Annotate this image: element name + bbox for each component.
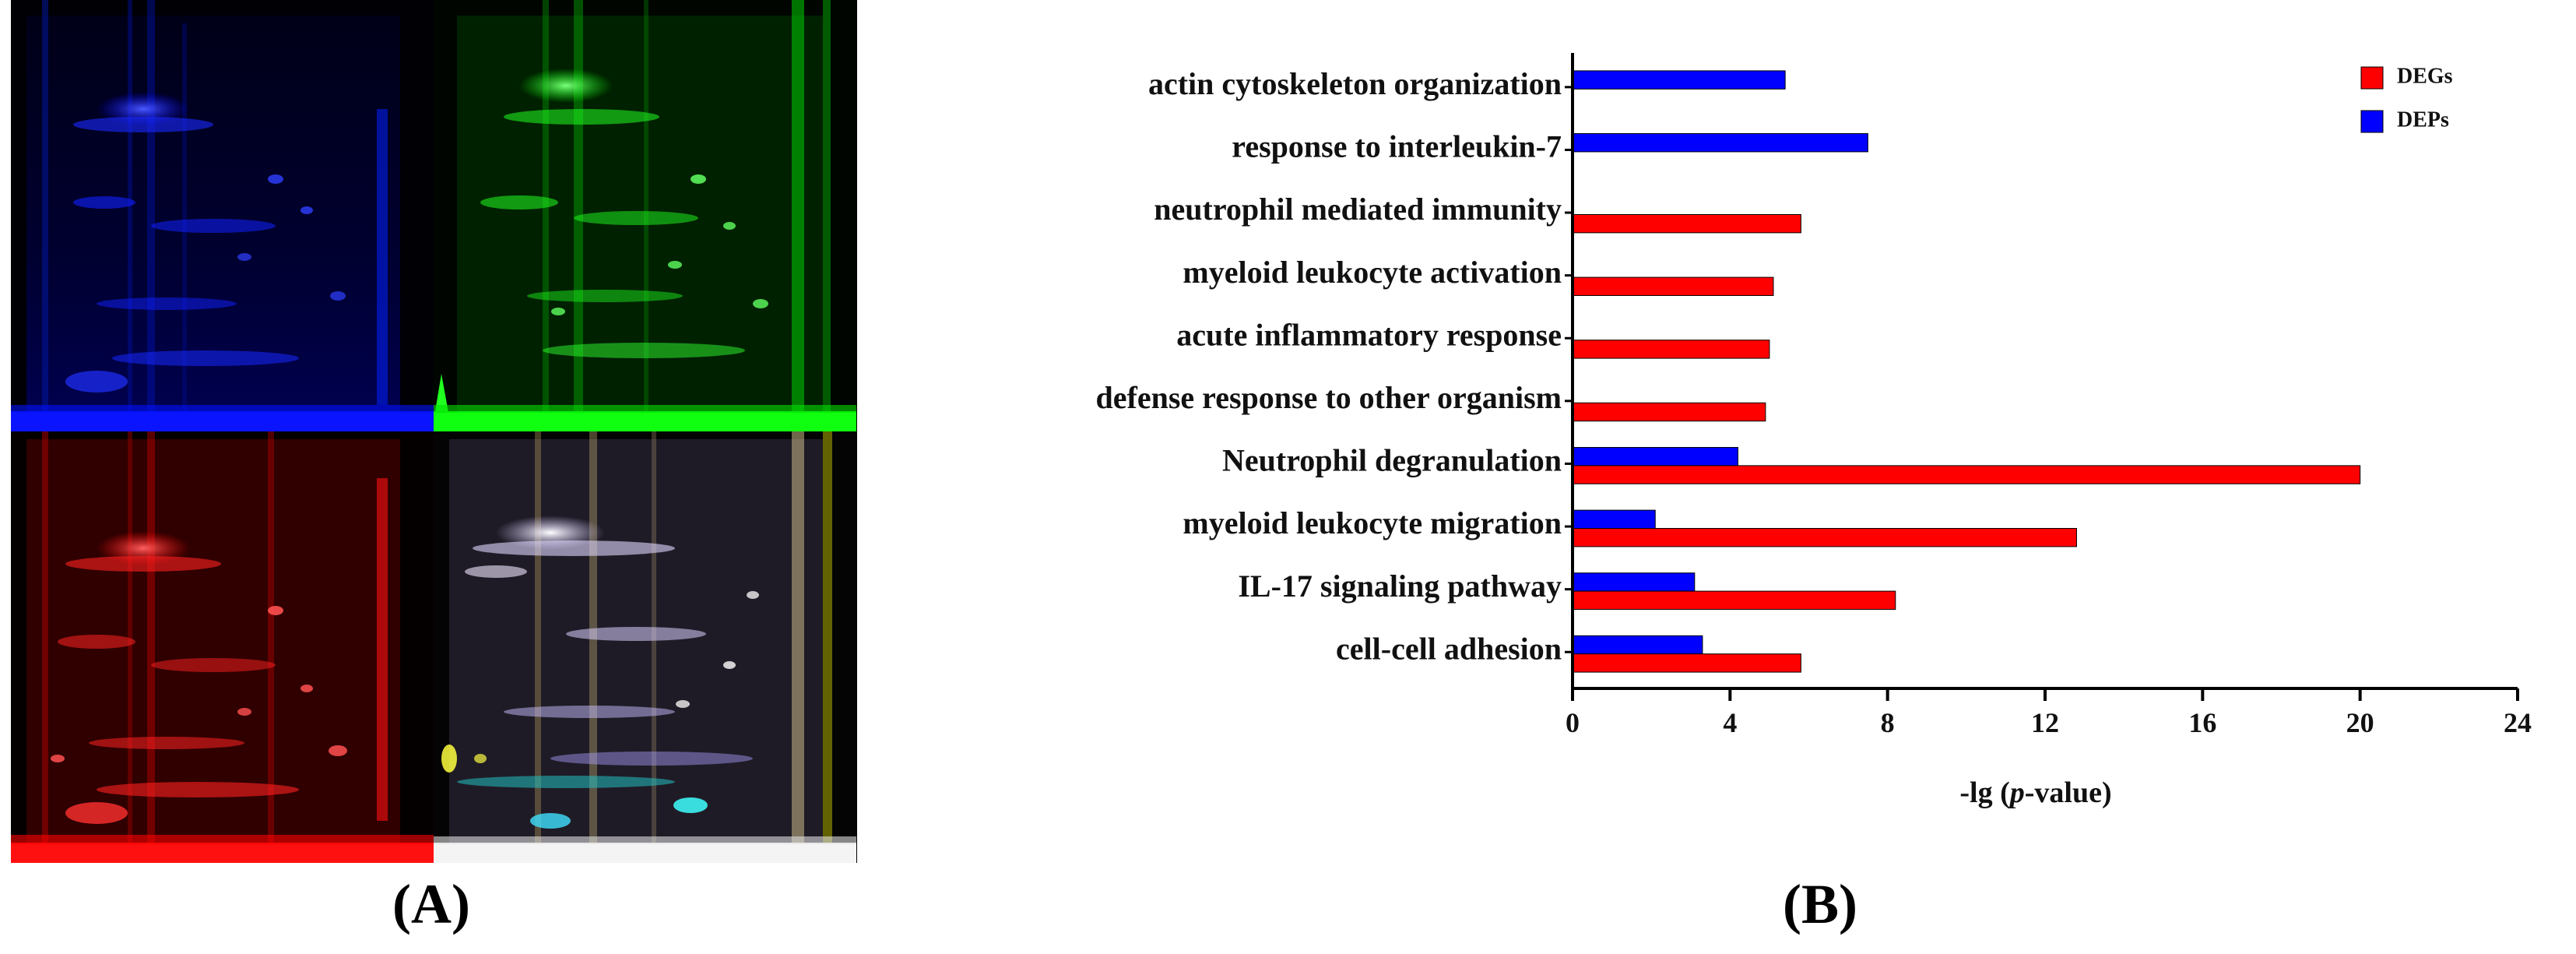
- bar-deps: [1572, 133, 1868, 153]
- category-label: cell-cell adhesion: [1336, 631, 1562, 666]
- bar-degs: [1572, 590, 1896, 610]
- x-tick-label: 4: [1723, 707, 1737, 738]
- legend: DEGs DEPs: [2360, 64, 2453, 133]
- panel-a-label: (A): [392, 873, 470, 935]
- bar-degs: [1572, 653, 1801, 673]
- bar-degs: [1572, 214, 1801, 234]
- x-tick-label: 12: [2031, 707, 2059, 738]
- bars-layer: [1572, 70, 2361, 673]
- gel-quadrant-overlay: [434, 431, 856, 863]
- category-label: myeloid leukocyte activation: [1183, 255, 1562, 290]
- bar-deps: [1572, 635, 1703, 655]
- legend-swatch: [2360, 110, 2384, 133]
- gel-quadrant-blue: [11, 0, 434, 431]
- bar-deps: [1572, 70, 1786, 90]
- category-label: defense response to other organism: [1096, 380, 1562, 415]
- gel-quadrant-green: [434, 0, 856, 431]
- legend-label: DEGs: [2397, 64, 2453, 88]
- gel-image-panel: [11, 0, 857, 863]
- bar-deps: [1572, 509, 1656, 529]
- bar-deps: [1572, 572, 1696, 592]
- category-label: Neutrophil degranulation: [1222, 443, 1562, 478]
- x-tick-label: 0: [1566, 707, 1580, 738]
- bar-degs: [1572, 276, 1774, 296]
- category-label: actin cytoskeleton organization: [1148, 66, 1562, 101]
- x-tick-label: 8: [1881, 707, 1895, 738]
- gel-quadrant-red: [11, 431, 434, 863]
- category-label: neutrophil mediated immunity: [1154, 192, 1562, 227]
- bar-chart-panel: actin cytoskeleton organization response …: [958, 0, 2576, 864]
- category-labels: actin cytoskeleton organization response …: [1096, 66, 1562, 666]
- x-tick-label: 16: [2188, 707, 2216, 738]
- x-tick-label: 24: [2504, 707, 2532, 738]
- bar-deps: [1572, 447, 1738, 466]
- bar-degs: [1572, 402, 1766, 422]
- bar-chart: actin cytoskeleton organization response …: [1096, 53, 2532, 809]
- category-label: acute inflammatory response: [1176, 317, 1562, 352]
- bar-degs: [1572, 528, 2077, 547]
- category-label: myeloid leukocyte migration: [1183, 505, 1562, 540]
- x-axis-title: -lg (p-value): [1959, 776, 2111, 809]
- category-label: IL-17 signaling pathway: [1238, 569, 1562, 604]
- bar-degs: [1572, 340, 1770, 359]
- panel-b-label: (B): [1783, 873, 1857, 935]
- axes: 0 4 8 12 16 20 24 -lg (p-value): [1565, 53, 2532, 809]
- x-tick-label: 20: [2346, 707, 2374, 738]
- category-label: response to interleukin-7: [1232, 129, 1562, 164]
- bar-degs: [1572, 465, 2361, 484]
- legend-swatch: [2360, 66, 2384, 90]
- legend-label: DEPs: [2397, 107, 2449, 132]
